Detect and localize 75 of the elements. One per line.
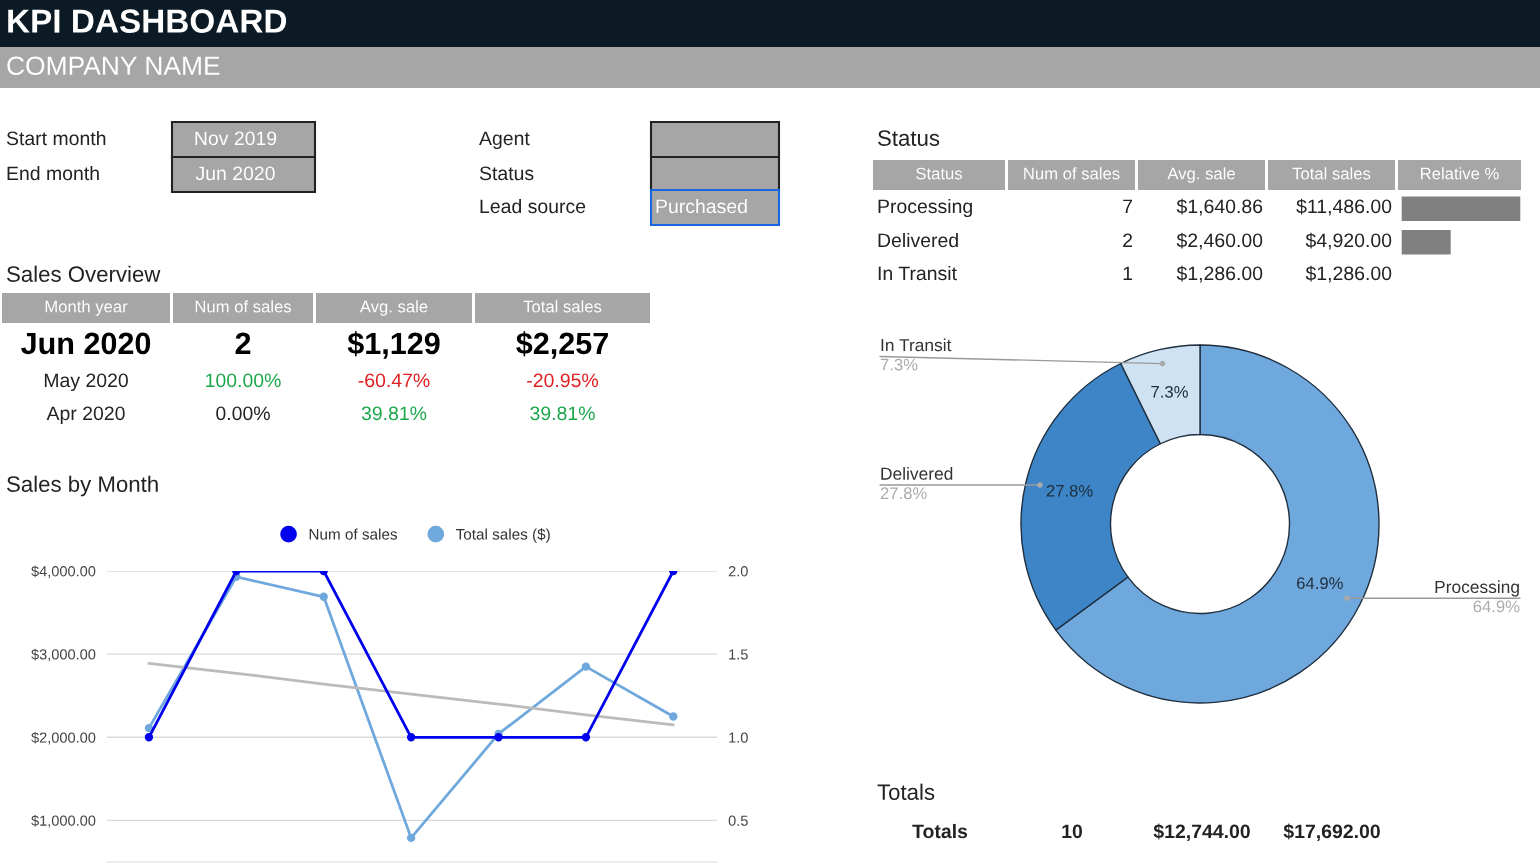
text: Nov 2019 xyxy=(195,131,277,146)
y-tick-label: $1,000.00 xyxy=(31,814,96,828)
text: KPI DASHBOARD xyxy=(8,9,287,33)
text: Agent xyxy=(479,131,530,150)
text: $2,460.00 xyxy=(1176,232,1263,250)
text: Purchased xyxy=(656,198,747,214)
y-tick-label: $2,000.00 xyxy=(31,731,96,745)
text: $11,486.00 xyxy=(1296,198,1392,216)
y2-tick-label: 1.5 xyxy=(729,649,748,660)
text: Relative % xyxy=(1421,167,1499,180)
text: Jun 2020 xyxy=(21,332,151,355)
text: 0.00% xyxy=(216,406,270,421)
point xyxy=(406,833,416,843)
text: $1,640.86 xyxy=(1176,198,1263,216)
text: Num of sales xyxy=(195,300,292,313)
text: $1,286.00 xyxy=(1176,265,1263,283)
text: 2 xyxy=(1123,233,1133,248)
text: Delivered xyxy=(878,232,958,248)
text: Totals xyxy=(912,823,968,839)
y2-tick-label: 2.0 xyxy=(728,566,748,577)
text: Month year xyxy=(45,300,128,316)
text: $2,257 xyxy=(516,331,608,359)
text: 2 xyxy=(235,332,251,354)
text: COMPANY NAME xyxy=(7,56,220,76)
text: 7 xyxy=(1123,199,1133,214)
text: 39.81% xyxy=(361,406,427,421)
text: 64.9% xyxy=(1473,600,1520,613)
text: Processing xyxy=(878,198,972,218)
text: Status xyxy=(916,167,963,180)
text: Total sales xyxy=(1292,167,1371,180)
text: 7.3% xyxy=(880,358,918,371)
data-label: 7.3% xyxy=(1151,385,1188,398)
text: Avg. sale xyxy=(1167,167,1235,183)
text: Total sales xyxy=(523,300,602,313)
text: -60.47% xyxy=(358,373,430,388)
text: May 2020 xyxy=(44,373,128,392)
text: Lead source xyxy=(480,198,586,214)
text: End month xyxy=(7,165,99,181)
slice-label: Processing xyxy=(1435,580,1519,597)
data-label: 27.8% xyxy=(1046,484,1093,497)
text: Jun 2020 xyxy=(195,166,275,181)
data-label: 64.9% xyxy=(1297,577,1343,590)
text: $1,129 xyxy=(347,331,440,359)
text: Avg. sale xyxy=(359,300,428,316)
text: In Transit xyxy=(878,265,957,281)
text: Status xyxy=(479,166,534,181)
point xyxy=(669,712,678,721)
y2-tick-label: 1.0 xyxy=(729,732,748,743)
point xyxy=(581,662,591,671)
text: $4,920.00 xyxy=(1305,232,1392,250)
text: Sales Overview xyxy=(7,265,161,282)
y-tick-label: $4,000.00 xyxy=(31,565,96,579)
text: 39.81% xyxy=(530,406,595,421)
text: -20.95% xyxy=(527,373,599,388)
slice-label: In Transit xyxy=(881,338,952,352)
text: Start month xyxy=(6,130,106,146)
chart-title: Sales by Month xyxy=(7,475,158,497)
slice-label: Delivered xyxy=(881,467,953,480)
line-series xyxy=(147,661,675,727)
y2-tick-label: 0.5 xyxy=(728,815,748,826)
text: Status xyxy=(878,130,940,146)
text: $1,286.00 xyxy=(1305,265,1392,283)
text: $17,692.00 xyxy=(1283,823,1380,842)
y-tick-label: $3,000.00 xyxy=(31,648,96,662)
legend-label: Num of sales xyxy=(309,528,398,540)
point xyxy=(319,592,328,601)
text: Num of sales xyxy=(1024,167,1120,180)
text: 27.8% xyxy=(880,487,927,500)
text: Totals xyxy=(877,783,935,800)
legend-label: Total sales ($) xyxy=(455,528,550,543)
text: Apr 2020 xyxy=(46,406,125,425)
text: 1 xyxy=(1123,266,1133,281)
text: 10 xyxy=(1062,824,1083,839)
text: $12,744.00 xyxy=(1153,823,1250,842)
text: 100.00% xyxy=(206,373,281,388)
